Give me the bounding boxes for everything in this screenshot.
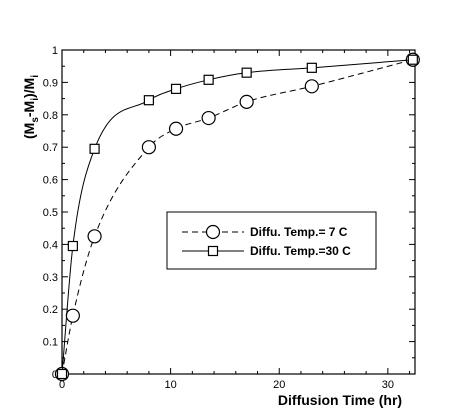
y-tick-label: 0 — [52, 369, 58, 381]
x-tick-label: 30 — [382, 379, 394, 391]
x-axis-label: Diffusion Time (hr) — [278, 392, 402, 408]
y-axis-label: (Ms-Mi)/Mi — [21, 75, 41, 139]
legend-box — [166, 211, 377, 270]
axes: 00.10.20.30.40.50.60.70.80.910 10 20 30 — [43, 45, 416, 391]
x-tick-label: 10 — [164, 379, 176, 391]
data-point — [87, 229, 102, 244]
data-point — [168, 121, 184, 136]
y-axis-label-part: s — [30, 117, 41, 123]
data-point — [241, 67, 252, 78]
data-point — [203, 74, 214, 85]
data-point — [170, 83, 182, 94]
data-point — [143, 95, 154, 106]
legend-label: Diffu. Temp.= 7 C — [250, 225, 348, 239]
data-point — [201, 110, 216, 126]
data-point — [306, 62, 317, 73]
data-point — [407, 54, 418, 65]
data-point — [56, 368, 68, 380]
y-tick-label: 0.4 — [43, 239, 58, 251]
y-tick-label: 0.7 — [43, 142, 58, 154]
data-point — [67, 240, 78, 252]
y-axis-label-part: i — [30, 98, 41, 101]
data-point — [239, 94, 254, 109]
legend-label: Diffu. Temp.=30 C — [250, 244, 351, 258]
y-axis-label-part: )/M — [21, 78, 37, 98]
legend: Diffu. Temp.= 7 C Diffu. Temp.=30 C — [166, 211, 377, 270]
y-tick-label: 0.8 — [43, 110, 58, 122]
x-tick-label: 0 — [59, 379, 65, 391]
legend-marker — [207, 245, 219, 257]
data-point — [304, 79, 319, 94]
data-point — [65, 308, 80, 323]
series-layer — [54, 52, 420, 382]
series-square — [56, 54, 418, 380]
series-line — [61, 59, 413, 375]
y-tick-label: 0.5 — [43, 207, 58, 219]
y-tick-label: 0.6 — [43, 175, 58, 187]
y-axis-label-part: i — [30, 75, 41, 78]
x-tick-label: 20 — [273, 379, 285, 391]
y-tick-label: 1 — [52, 45, 58, 57]
y-tick-label: 0.3 — [43, 272, 58, 284]
y-tick-label: 0.2 — [43, 304, 58, 316]
y-axis-label-part: (M — [21, 123, 37, 139]
data-point — [141, 140, 156, 155]
y-tick-label: 0.1 — [43, 337, 58, 349]
data-point — [89, 143, 100, 154]
y-axis-label-part: -M — [21, 101, 37, 117]
y-tick-label: 0.9 — [43, 77, 58, 89]
legend-marker — [205, 224, 221, 240]
